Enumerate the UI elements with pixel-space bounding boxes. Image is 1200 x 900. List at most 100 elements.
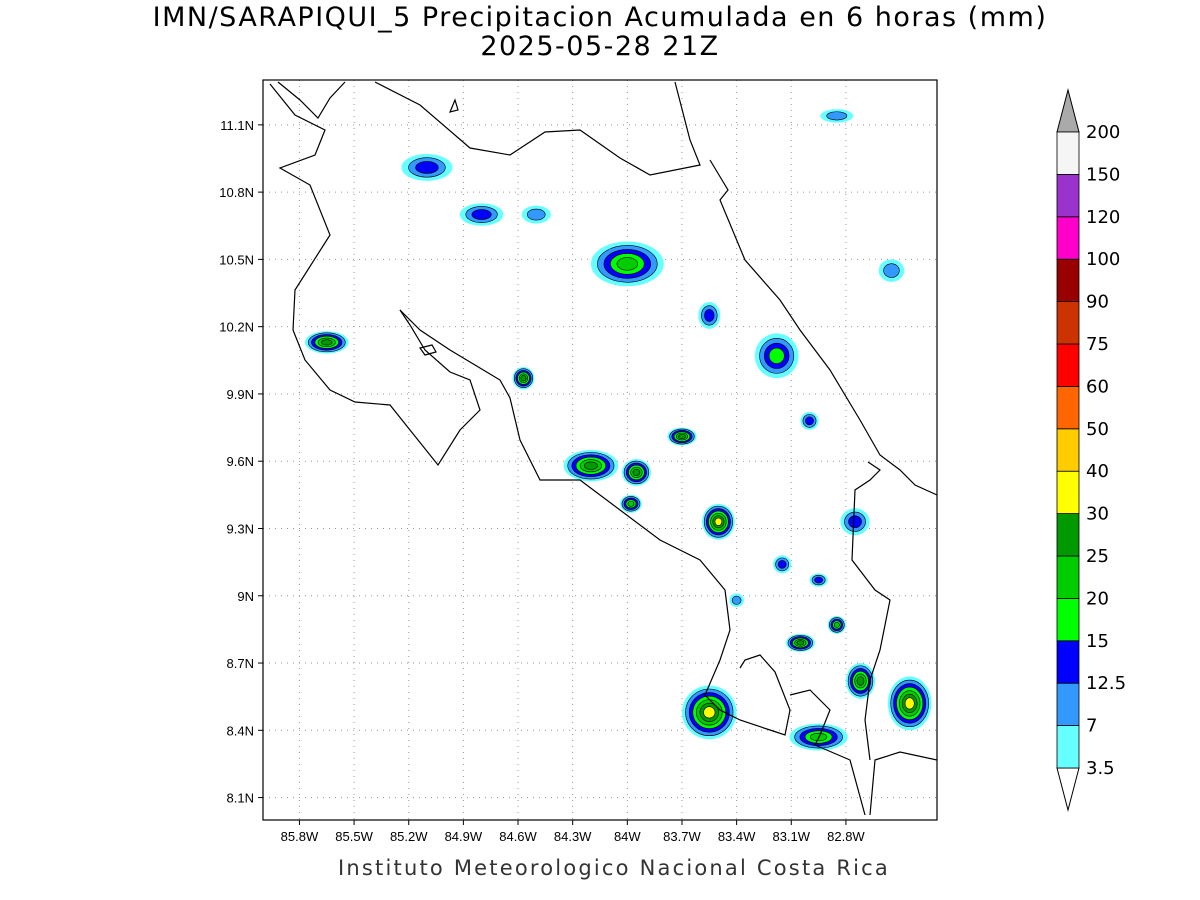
- colorbar-level-label: 200: [1086, 122, 1120, 143]
- precip-contour: [731, 595, 742, 605]
- precip-contour: [826, 111, 848, 121]
- precip-contour: [768, 347, 785, 364]
- colorbar-level-label: 25: [1086, 546, 1109, 567]
- lat-tick-label: 10.2N: [219, 320, 254, 335]
- footer-credit: Instituto Meteorologico Nacional Costa R…: [338, 856, 890, 880]
- precip-contour: [627, 500, 635, 507]
- precip-contour: [321, 339, 333, 346]
- latitude-ticks: 11.1N 10.8N 10.5N 10.2N 9.9N 9.6N 9.3N 9N 8.7N 8.…: [219, 118, 263, 806]
- longitude-ticks: 85.8W 85.5W 85.2W 84.9W 84.6W 84.3W 84W 83.7W 83…: [281, 820, 865, 844]
- precip-cell: [563, 450, 619, 482]
- precip-cell: [698, 302, 721, 329]
- colorbar-swatch: [1056, 470, 1080, 515]
- precip-contour: [471, 209, 492, 220]
- colorbar-level-label: 100: [1086, 249, 1120, 270]
- colorbar-over-arrow: [1056, 88, 1080, 133]
- precip-cell: [809, 573, 828, 587]
- colorbar-swatch: [1056, 258, 1080, 303]
- precip-cell: [820, 109, 854, 123]
- precip-cell: [785, 633, 815, 652]
- precip-cell: [702, 503, 735, 540]
- precip-cell: [621, 458, 652, 486]
- colorbar-swatch: [1056, 131, 1080, 175]
- lat-tick-label: 9.3N: [227, 521, 254, 536]
- precip-cell: [754, 333, 799, 379]
- lon-tick-label: 84.9W: [445, 829, 483, 844]
- lon-tick-label: 84.6W: [499, 829, 537, 844]
- colorbar-level-label: 3.5: [1086, 758, 1115, 779]
- lat-tick-label: 10.8N: [219, 185, 254, 200]
- precip-cell: [590, 241, 664, 287]
- colorbar-swatch: [1056, 385, 1080, 430]
- precip-contour: [520, 375, 527, 382]
- lat-tick-label: 8.1N: [227, 791, 254, 806]
- lon-tick-label: 84W: [614, 829, 641, 844]
- precip-cell: [845, 663, 876, 699]
- precip-contour: [856, 676, 865, 686]
- lat-tick-label: 10.5N: [219, 252, 254, 267]
- precip-cell: [512, 367, 535, 390]
- precip-contour: [814, 576, 823, 584]
- lat-tick-label: 9.6N: [227, 454, 254, 469]
- lon-tick-label: 85.8W: [281, 829, 319, 844]
- precip-contour: [805, 416, 814, 426]
- precip-contour: [796, 640, 805, 646]
- colorbar-swatch: [1056, 513, 1080, 557]
- colorbar-level-label: 90: [1086, 292, 1109, 313]
- precip-contour: [583, 461, 598, 470]
- colorbar-level-label: 7: [1086, 716, 1097, 737]
- colorbar-level-label: 15: [1086, 631, 1109, 652]
- precip-cell: [681, 685, 737, 740]
- precip-contour: [833, 622, 840, 628]
- lon-tick-label: 84.3W: [554, 829, 592, 844]
- precip-cell: [729, 593, 744, 607]
- precip-contour: [904, 697, 915, 710]
- precip-cell: [840, 508, 870, 536]
- precipitation-field: [304, 109, 932, 751]
- colorbar-swatch: [1056, 173, 1080, 218]
- colorbar-swatch: [1056, 682, 1080, 727]
- precip-cell: [800, 411, 819, 430]
- precip-contour: [632, 468, 641, 476]
- precip-cell: [667, 427, 697, 446]
- colorbar-level-label: 150: [1086, 164, 1120, 185]
- lat-tick-label: 11.1N: [220, 118, 254, 133]
- lat-tick-label: 9.9N: [227, 387, 254, 402]
- colorbar-swatch: [1056, 343, 1080, 387]
- colorbar-swatch: [1056, 301, 1080, 345]
- lon-tick-label: 83.1W: [772, 829, 810, 844]
- coastlines-borders: [269, 81, 937, 816]
- precip-contour: [526, 208, 546, 221]
- precip-contour: [704, 309, 715, 322]
- lat-tick-label: 9N: [237, 589, 254, 604]
- map-subtitle: 2025-05-28 21Z: [480, 31, 720, 62]
- map-frame: [262, 79, 938, 821]
- colorbar-level-label: 12.5: [1086, 673, 1126, 694]
- precip-contour: [848, 515, 862, 529]
- precip-contour: [777, 560, 787, 569]
- lat-tick-label: 8.4N: [227, 723, 254, 738]
- map-title: IMN/SARAPIQUI_5 Precipitacion Acumulada …: [152, 2, 1048, 33]
- precip-cell: [878, 259, 905, 282]
- colorbar-level-label: 50: [1086, 419, 1109, 440]
- precip-cell: [887, 676, 932, 731]
- lon-tick-label: 83.4W: [718, 829, 756, 844]
- precip-cell: [401, 154, 453, 181]
- colorbar-level-label: 120: [1086, 207, 1120, 228]
- precip-cell: [521, 205, 551, 224]
- precip-contour: [678, 434, 686, 440]
- lon-tick-label: 83.7W: [663, 829, 701, 844]
- colorbar-swatch: [1056, 428, 1080, 472]
- precip-contour: [616, 257, 639, 271]
- precip-contour: [714, 517, 723, 526]
- colorbar-under-arrow: [1056, 767, 1080, 812]
- colorbar-level-label: 60: [1086, 376, 1109, 397]
- lon-tick-label: 85.2W: [390, 829, 428, 844]
- precip-cell: [459, 203, 504, 226]
- map-gridlines: [263, 80, 937, 820]
- precip-cell: [620, 494, 642, 513]
- lon-tick-label: 82.8W: [827, 829, 865, 844]
- colorbar-legend: 3.5 7 12.5 15 20 25 30 40 50 60 75 90 100 120 150 200: [1056, 88, 1126, 812]
- precip-contour: [703, 706, 716, 719]
